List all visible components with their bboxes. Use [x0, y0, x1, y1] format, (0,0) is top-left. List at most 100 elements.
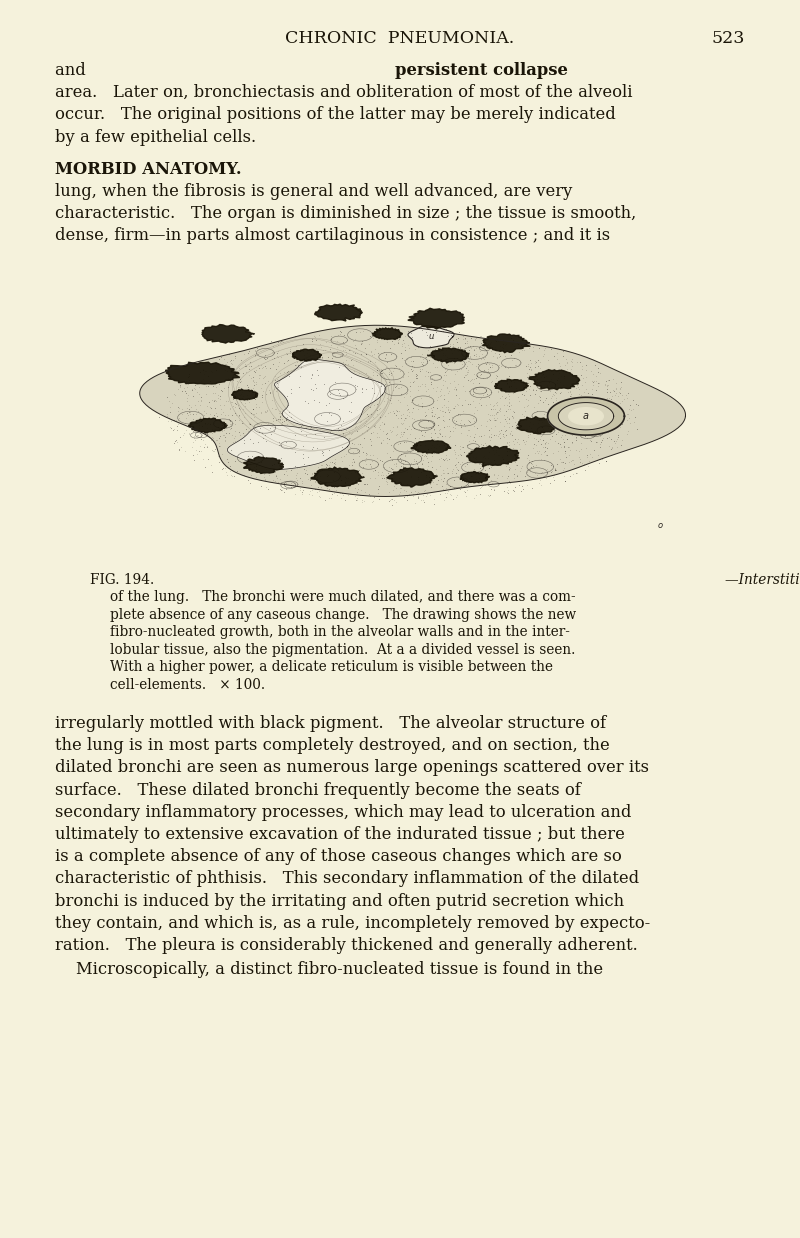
Point: [544, 381, 557, 401]
Point: [260, 384, 273, 404]
Point: [567, 451, 580, 470]
Point: [200, 376, 213, 396]
Point: [271, 347, 284, 366]
Point: [445, 360, 458, 380]
Point: [428, 357, 441, 376]
Point: [582, 392, 595, 412]
Point: [499, 401, 512, 421]
Point: [212, 433, 225, 453]
Point: [582, 457, 594, 477]
Point: [238, 433, 250, 453]
Point: [442, 327, 455, 347]
Point: [414, 387, 427, 407]
Point: [395, 337, 408, 357]
Point: [372, 374, 385, 394]
Point: [437, 345, 450, 365]
Point: [406, 357, 418, 376]
Point: [534, 470, 546, 490]
Point: [204, 413, 217, 433]
Point: [530, 465, 543, 485]
Point: [398, 350, 410, 370]
Point: [559, 349, 572, 369]
Point: [468, 448, 481, 468]
Point: [489, 410, 502, 430]
Point: [325, 412, 338, 432]
Point: [522, 390, 534, 410]
Point: [313, 479, 326, 499]
Point: [349, 417, 362, 437]
Point: [614, 379, 626, 399]
Point: [455, 416, 468, 436]
Point: [577, 400, 590, 420]
Point: [290, 347, 302, 366]
Point: [490, 402, 502, 422]
Point: [299, 391, 312, 411]
Point: [502, 384, 514, 404]
Point: [272, 415, 285, 435]
Point: [474, 389, 487, 409]
Point: [380, 345, 393, 365]
Point: [165, 411, 178, 431]
Point: [484, 405, 497, 425]
Point: [431, 387, 444, 407]
Point: [302, 392, 314, 412]
Point: [274, 407, 286, 427]
Point: [366, 365, 379, 385]
Point: [434, 448, 447, 468]
Point: [406, 390, 419, 410]
Point: [181, 371, 194, 391]
Point: [309, 473, 322, 493]
Point: [188, 378, 201, 397]
Point: [608, 431, 621, 451]
Point: [390, 478, 402, 498]
Point: [294, 422, 307, 442]
Point: [574, 385, 587, 405]
Point: [356, 384, 369, 404]
Point: [457, 401, 470, 421]
Point: [391, 375, 404, 395]
Point: [199, 413, 212, 433]
Point: [422, 452, 434, 472]
Point: [358, 338, 371, 358]
Point: [357, 474, 370, 494]
Point: [292, 355, 305, 375]
Point: [354, 386, 367, 406]
Point: [400, 324, 413, 344]
Point: [478, 348, 491, 368]
Point: [242, 469, 254, 489]
Point: [273, 409, 286, 428]
Point: [269, 443, 282, 463]
Point: [553, 353, 566, 373]
Point: [483, 358, 496, 378]
Point: [555, 411, 568, 431]
Point: [354, 384, 366, 404]
Point: [537, 418, 550, 438]
Point: [450, 348, 463, 368]
Point: [541, 422, 554, 442]
Point: [332, 461, 345, 480]
Point: [407, 418, 420, 438]
Point: [325, 352, 338, 371]
Point: [556, 345, 569, 365]
Point: [374, 418, 386, 438]
Point: [328, 366, 341, 386]
Point: [312, 446, 325, 465]
Point: [467, 409, 480, 428]
Point: [406, 361, 418, 381]
Point: [463, 349, 476, 369]
Point: [356, 490, 369, 510]
Point: [439, 402, 452, 422]
Point: [412, 420, 425, 439]
Point: [506, 401, 519, 421]
Point: [471, 366, 484, 386]
Point: [421, 324, 434, 344]
Point: [374, 415, 387, 435]
Point: [466, 430, 479, 449]
Point: [338, 376, 350, 396]
Point: [494, 340, 506, 360]
Point: [259, 477, 272, 496]
Point: [450, 379, 462, 399]
Point: [270, 369, 283, 389]
Point: [235, 387, 248, 407]
Point: [529, 368, 542, 387]
